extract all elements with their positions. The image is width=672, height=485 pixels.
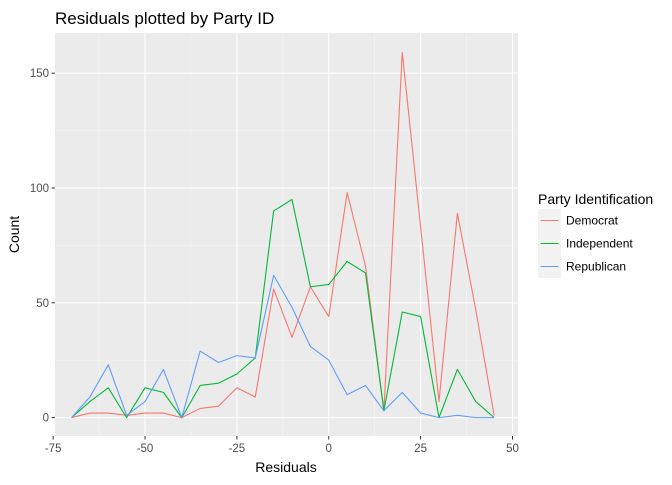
legend-item-democrat: Democrat: [538, 209, 619, 232]
series-lines: [71, 51, 495, 419]
legend-item-republican: Republican: [538, 255, 626, 278]
plot-panel: [55, 33, 518, 436]
y-tick-label: 150: [30, 68, 49, 80]
gridlines: [52, 33, 518, 436]
x-tick-label: -25: [229, 443, 246, 455]
x-axis-title: Residuals: [255, 459, 316, 475]
x-tick-label: 0: [326, 443, 332, 455]
series-line-independent: [71, 198, 495, 419]
legend: Party Identification Democrat Independent…: [538, 191, 653, 278]
series-line-democrat: [71, 51, 495, 419]
x-axis: -75 -50 -25 0 25 50: [45, 436, 519, 455]
x-tick-label: -50: [137, 443, 154, 455]
legend-label: Democrat: [566, 214, 619, 228]
legend-title: Party Identification: [538, 191, 653, 207]
x-tick-label: 25: [414, 443, 427, 455]
chart-title: Residuals plotted by Party ID: [55, 9, 274, 28]
y-tick-label: 50: [36, 298, 49, 310]
x-tick-label: -75: [45, 443, 62, 455]
legend-items: Democrat Independent Republican: [538, 209, 633, 278]
y-axis-title: Count: [6, 216, 22, 253]
x-tick-label: 50: [506, 443, 519, 455]
legend-item-independent: Independent: [538, 232, 633, 255]
y-axis: 0 50 100 150: [30, 68, 55, 425]
legend-label: Independent: [566, 237, 633, 251]
legend-label: Republican: [566, 260, 626, 274]
y-tick-label: 0: [43, 413, 49, 425]
series-line-republican: [71, 274, 495, 419]
y-tick-label: 100: [30, 183, 49, 195]
